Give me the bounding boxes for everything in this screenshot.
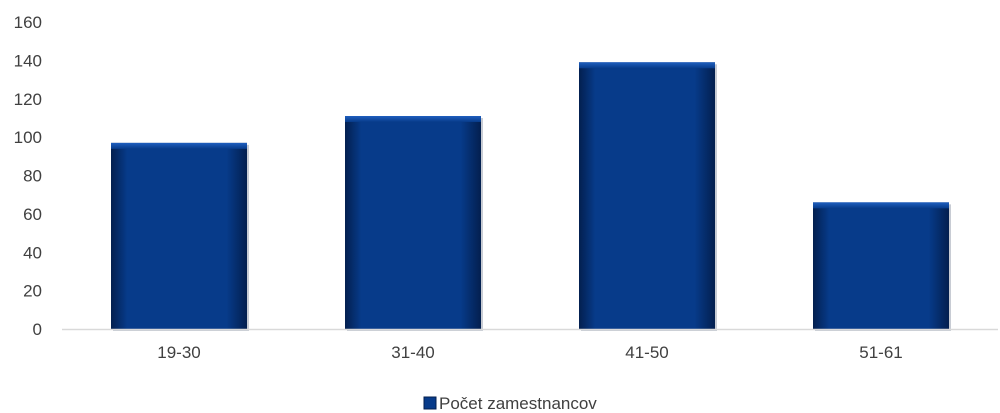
y-tick-label: 20 bbox=[23, 282, 42, 301]
y-tick-label: 60 bbox=[23, 205, 42, 224]
legend-swatch bbox=[423, 396, 437, 410]
bar-bevel bbox=[111, 142, 247, 149]
y-tick-label: 0 bbox=[33, 320, 42, 339]
y-tick-label: 40 bbox=[23, 243, 42, 262]
bar-bevel bbox=[579, 62, 715, 69]
bar bbox=[813, 202, 949, 329]
legend: Počet zamestnancov bbox=[423, 394, 597, 413]
bar bbox=[345, 116, 481, 329]
x-tick-label: 31-40 bbox=[391, 343, 434, 362]
x-axis: 19-30 31-40 41-50 51-61 bbox=[62, 328, 998, 362]
bar-31-40 bbox=[345, 116, 483, 331]
bar-41-50 bbox=[579, 62, 717, 331]
bar-19-30 bbox=[111, 142, 249, 331]
x-tick-label: 19-30 bbox=[157, 343, 200, 362]
x-tick-label: 51-61 bbox=[859, 343, 902, 362]
bar-51-61 bbox=[813, 202, 951, 331]
bar-bevel bbox=[345, 116, 481, 123]
bars bbox=[111, 62, 951, 331]
y-tick-label: 80 bbox=[23, 167, 42, 186]
y-tick-label: 100 bbox=[14, 128, 42, 147]
legend-label: Počet zamestnancov bbox=[439, 394, 597, 413]
y-axis: 0 20 40 60 80 100 120 140 160 bbox=[14, 13, 42, 339]
x-tick-label: 41-50 bbox=[625, 343, 668, 362]
y-tick-label: 120 bbox=[14, 90, 42, 109]
y-tick-label: 140 bbox=[14, 51, 42, 70]
bar-bevel bbox=[813, 202, 949, 209]
y-tick-label: 160 bbox=[14, 13, 42, 32]
bar bbox=[579, 62, 715, 329]
bar bbox=[111, 142, 247, 329]
